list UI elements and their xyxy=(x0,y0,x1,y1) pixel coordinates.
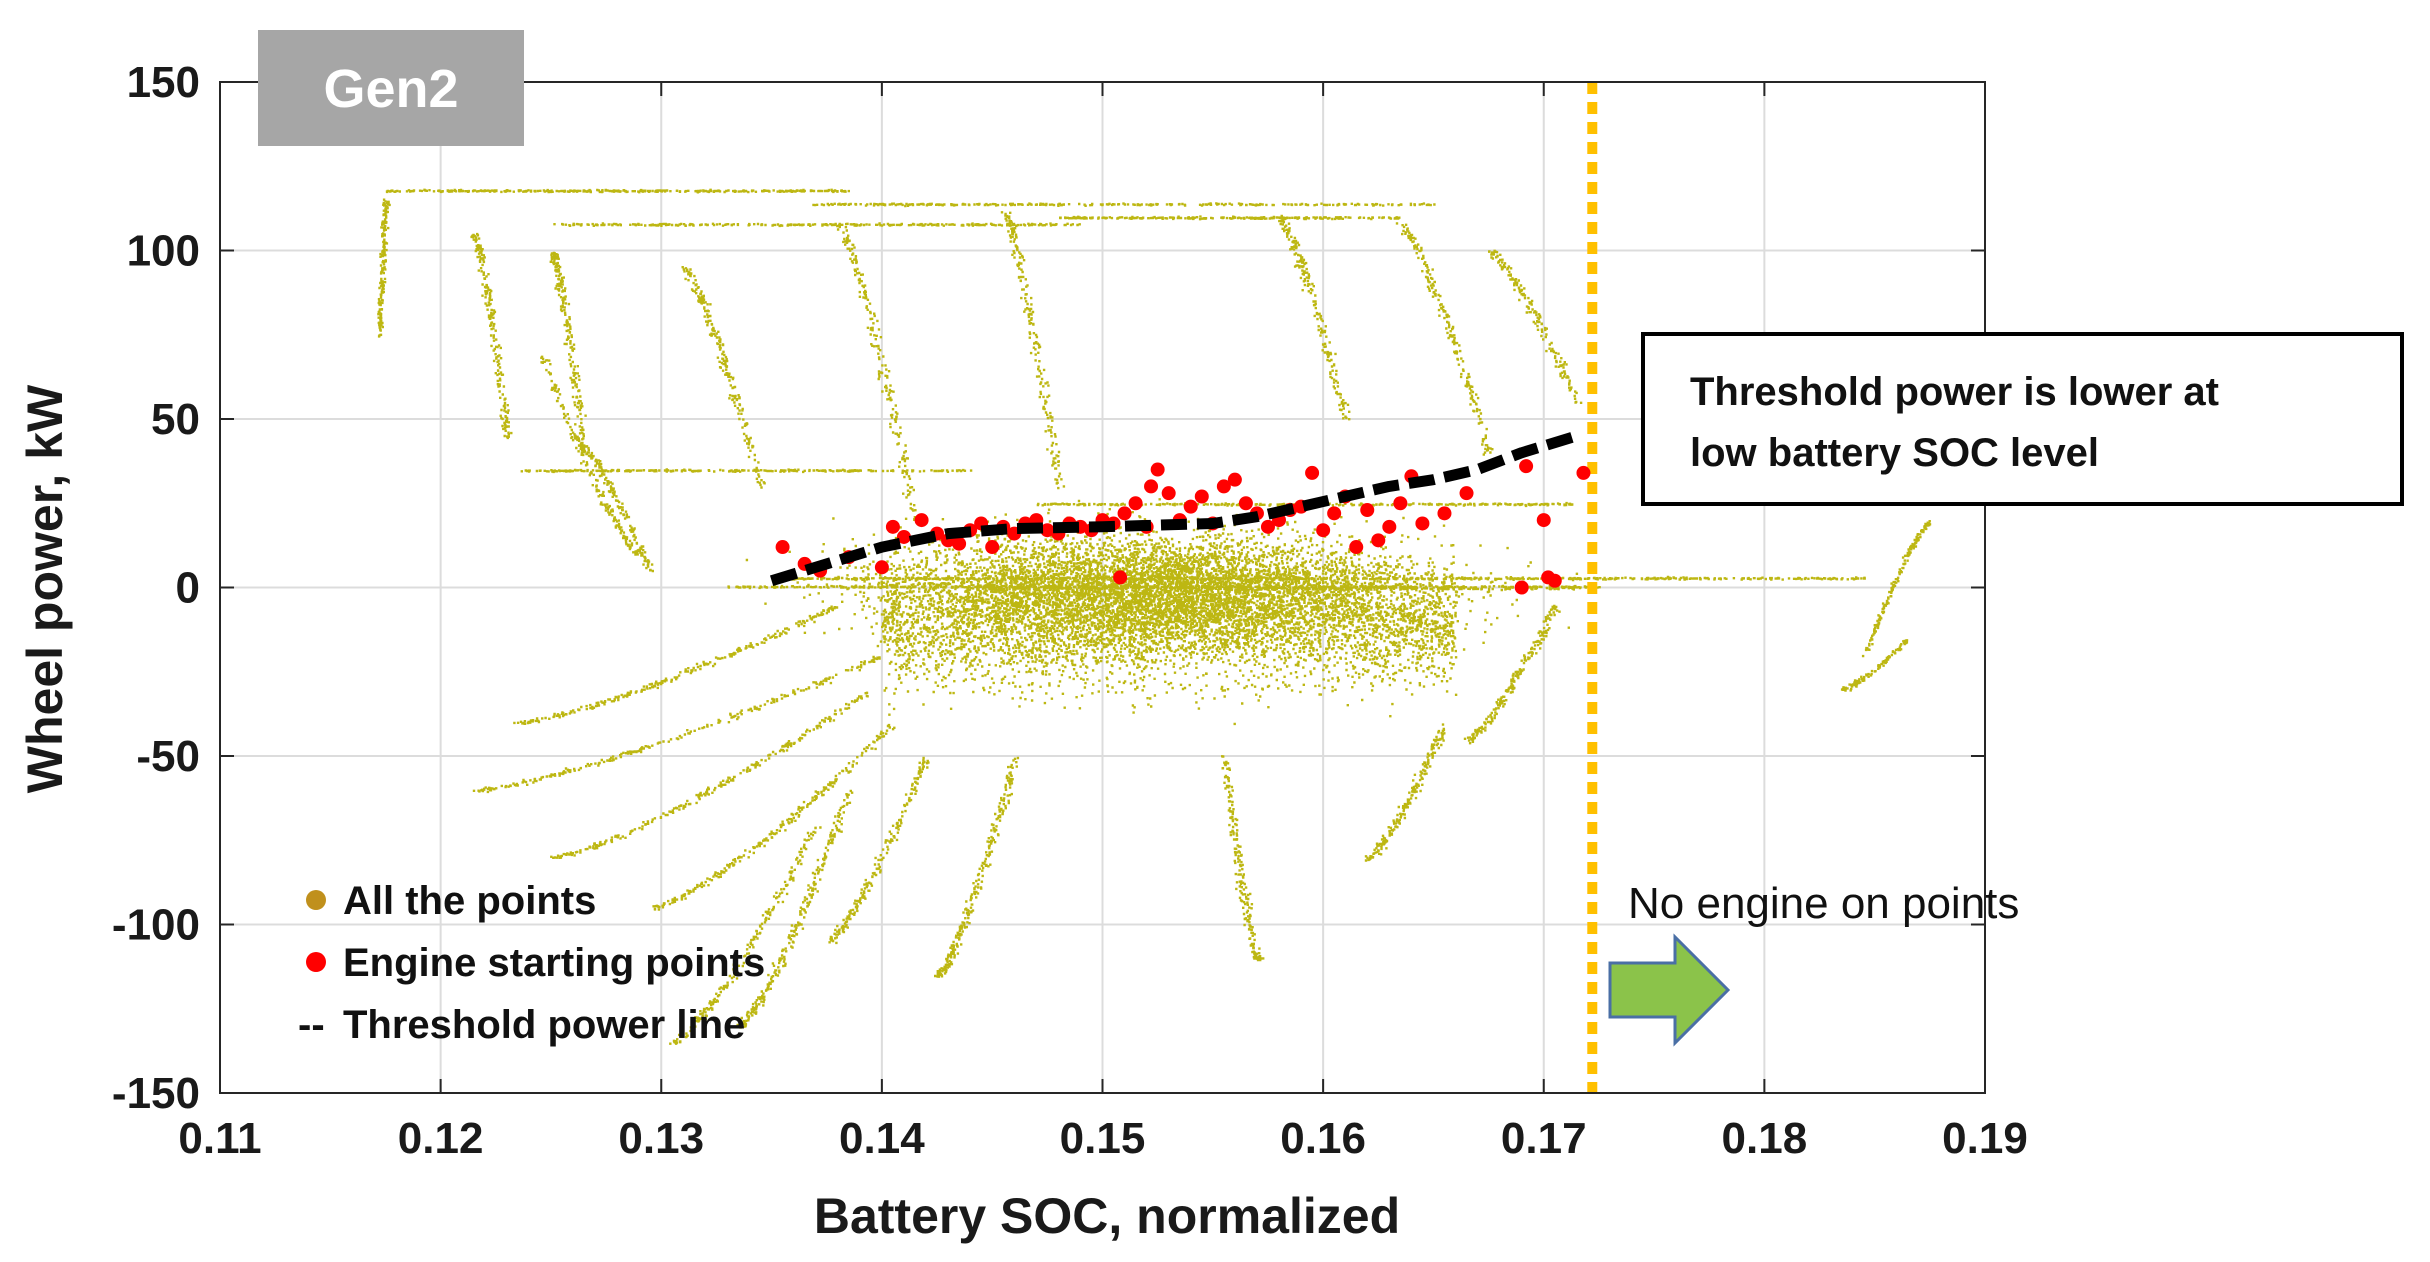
y-tick-label: 150 xyxy=(127,58,200,107)
engine-start-point xyxy=(985,540,1000,555)
engine-start-point xyxy=(1183,499,1198,514)
gen-tag-label: Gen2 xyxy=(323,59,458,119)
annotation-box-frame xyxy=(1641,332,2404,506)
y-tick-label: 100 xyxy=(127,227,200,276)
engine-start-point xyxy=(1040,523,1055,538)
engine-start-point xyxy=(1305,465,1320,480)
engine-start-point xyxy=(1349,540,1364,555)
legend-marker-engine-start xyxy=(306,952,326,972)
gen-tag: Gen2 xyxy=(258,30,524,146)
engine-start-point xyxy=(1360,502,1375,517)
engine-start-point xyxy=(1393,496,1408,511)
engine-start-point xyxy=(1150,462,1165,477)
engine-start-point xyxy=(1260,519,1275,534)
engine-start-point xyxy=(1327,506,1342,521)
legend-label-all-points: All the points xyxy=(343,879,596,923)
annotation-line-1: Threshold power is lower at xyxy=(1690,370,2219,414)
engine-start-point xyxy=(1547,573,1562,588)
engine-start-point xyxy=(952,536,967,551)
engine-start-point xyxy=(1216,479,1231,494)
x-tick-label: 0.13 xyxy=(618,1114,704,1163)
x-tick-label: 0.16 xyxy=(1280,1114,1366,1163)
tick-labels: 0.11 0.12 0.13 0.14 0.15 0.16 0.17 0.18 0.19 150 1… xyxy=(112,58,2028,1163)
engine-start-point xyxy=(1194,489,1209,504)
engine-start-point xyxy=(1113,570,1128,585)
y-tick-label: -150 xyxy=(112,1069,200,1118)
y-tick-label: 50 xyxy=(151,395,200,444)
engine-start-point xyxy=(1144,479,1159,494)
legend-label-engine-start: Engine starting points xyxy=(343,941,765,985)
engine-start-point xyxy=(1128,496,1143,511)
engine-start-point xyxy=(914,513,929,528)
engine-start-point xyxy=(896,529,911,544)
y-tick-label: -50 xyxy=(136,732,200,781)
x-tick-label: 0.14 xyxy=(839,1114,925,1163)
x-tick-label: 0.19 xyxy=(1942,1114,2028,1163)
x-tick-label: 0.12 xyxy=(398,1114,484,1163)
engine-start-point xyxy=(1316,523,1331,538)
legend: All the points Engine starting points --… xyxy=(298,879,765,1047)
threshold-power-line-path xyxy=(769,430,1579,587)
engine-start-point xyxy=(1382,519,1397,534)
legend-marker-threshold-line: -- xyxy=(298,1003,325,1047)
x-tick-label: 0.15 xyxy=(1060,1114,1146,1163)
engine-start-point xyxy=(775,540,790,555)
gen-tag-background xyxy=(258,30,524,146)
engine-start-point xyxy=(1576,465,1591,480)
engine-start-point xyxy=(1117,506,1132,521)
y-axis-title: Wheel power, kW xyxy=(17,384,73,793)
engine-start-point xyxy=(1437,506,1452,521)
x-axis-title: Battery SOC, normalized xyxy=(814,1188,1400,1244)
engine-start-point xyxy=(1519,459,1534,474)
engine-start-point xyxy=(874,560,889,575)
engine-start-point xyxy=(885,519,900,534)
x-tick-label: 0.18 xyxy=(1722,1114,1808,1163)
engine-start-point xyxy=(1161,486,1176,501)
engine-start-point xyxy=(1415,516,1430,531)
legend-marker-all-points xyxy=(306,890,326,910)
annotation-line-2: low battery SOC level xyxy=(1690,431,2099,475)
engine-start-point xyxy=(1227,472,1242,487)
x-tick-label: 0.11 xyxy=(178,1114,261,1163)
engine-start-point xyxy=(1371,533,1386,548)
y-tick-label: 0 xyxy=(176,564,200,613)
y-tick-label: -100 xyxy=(112,901,200,950)
plot-frame xyxy=(219,81,1986,1094)
engine-start-point xyxy=(1536,513,1551,528)
x-tick-label: 0.17 xyxy=(1501,1114,1587,1163)
engine-start-point xyxy=(1238,496,1253,511)
threshold-power-line xyxy=(769,430,1579,587)
no-engine-label: No engine on points xyxy=(1628,879,2019,928)
no-engine-arrow-icon xyxy=(1608,933,1731,1047)
annotation-box: Threshold power is lower at low battery … xyxy=(1641,332,2404,506)
engine-start-point xyxy=(1459,486,1474,501)
engine-start-point xyxy=(1514,580,1529,595)
legend-label-threshold-line: Threshold power line xyxy=(343,1003,745,1047)
